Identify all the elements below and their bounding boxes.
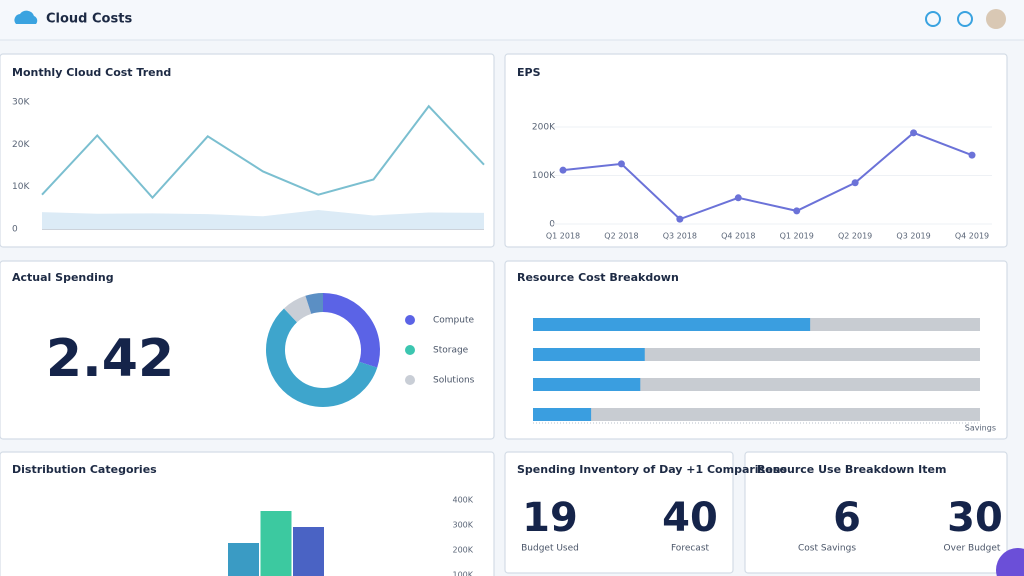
bar xyxy=(533,408,592,421)
legend-label: Solutions xyxy=(433,376,475,386)
donut-segment xyxy=(266,308,378,407)
panel-title: Resource Use Breakdown Item xyxy=(757,463,946,476)
y-tick-label: 0 xyxy=(12,225,18,235)
avatar[interactable] xyxy=(986,9,1006,29)
bar xyxy=(533,318,811,331)
bar xyxy=(533,348,645,361)
panel-title: Actual Spending xyxy=(12,271,114,284)
x-tick-label: Q1 2019 xyxy=(780,232,814,241)
kpi-value: 40 xyxy=(662,495,718,541)
bar xyxy=(260,511,292,576)
legend-label: Compute xyxy=(433,316,475,326)
x-tick-label: Q2 2018 xyxy=(604,232,638,241)
header-bar xyxy=(0,0,1024,40)
point xyxy=(559,166,567,174)
logo xyxy=(14,10,38,24)
y-tick-label: 200K xyxy=(532,123,556,133)
panel xyxy=(0,260,495,440)
kpi-value: 2.42 xyxy=(46,329,174,389)
point xyxy=(910,129,918,137)
bar xyxy=(293,527,324,576)
panel-title: Spending Inventory of Day +1 Comparisons xyxy=(517,463,788,476)
panel-title: EPS xyxy=(517,66,541,79)
donut-segment xyxy=(305,293,324,314)
bar xyxy=(228,543,259,576)
legend-swatch xyxy=(405,375,415,385)
kpi-value: 19 xyxy=(522,495,578,541)
point xyxy=(793,207,801,215)
bar-track xyxy=(533,408,980,421)
bar xyxy=(533,378,641,391)
y-tick-label: 10K xyxy=(12,182,30,192)
bar-track xyxy=(533,378,980,391)
x-tick-label: Q3 2018 xyxy=(663,232,697,241)
point xyxy=(968,151,976,159)
x-tick-label: Q3 2019 xyxy=(896,232,930,241)
chat-button[interactable] xyxy=(996,548,1024,576)
y-tick-label: 300K xyxy=(452,521,473,530)
panel xyxy=(504,53,1008,248)
x-tick-label: Q1 2018 xyxy=(546,232,580,241)
y-tick-label: 20K xyxy=(12,140,30,150)
panel-title: Distribution Categories xyxy=(12,463,157,476)
panel xyxy=(744,451,1008,574)
y-tick-label: 30K xyxy=(12,98,30,108)
line xyxy=(41,104,485,200)
y-tick-label: 400K xyxy=(452,496,473,505)
x-tick-label: Q4 2019 xyxy=(955,232,989,241)
panel-title: Resource Cost Breakdown xyxy=(517,271,679,284)
kpi-label: Forecast xyxy=(671,544,710,554)
legend-swatch xyxy=(405,315,415,325)
y-tick-label: 200K xyxy=(452,546,473,555)
area xyxy=(42,209,484,229)
line xyxy=(562,131,973,221)
panel xyxy=(504,451,734,574)
donut-segment xyxy=(322,293,380,368)
y-tick-label: 100K xyxy=(452,571,473,576)
axis-label: Savings xyxy=(965,424,996,433)
panel xyxy=(0,451,495,576)
y-tick-label: 0 xyxy=(549,220,555,230)
point xyxy=(617,160,625,168)
point xyxy=(734,194,742,202)
panel-title: Monthly Cloud Cost Trend xyxy=(12,66,171,79)
kpi-label: Cost Savings xyxy=(798,544,856,554)
legend-swatch xyxy=(405,345,415,355)
donut-segment xyxy=(283,295,312,323)
legend-label: Storage xyxy=(433,346,469,356)
x-tick-label: Q4 2018 xyxy=(721,232,755,241)
kpi-label: Budget Used xyxy=(521,544,579,554)
kpi-value: 30 xyxy=(947,495,1003,541)
point xyxy=(676,215,684,223)
panel xyxy=(0,53,495,248)
x-tick-label: Q2 2019 xyxy=(838,232,872,241)
app-title: Cloud Costs xyxy=(46,12,132,27)
kpi-label: Over Budget xyxy=(944,544,1001,554)
settings-icon[interactable] xyxy=(957,11,973,27)
y-tick-label: 100K xyxy=(532,171,556,181)
kpi-value: 6 xyxy=(833,495,861,541)
point xyxy=(851,179,859,187)
help-icon[interactable] xyxy=(925,11,941,27)
